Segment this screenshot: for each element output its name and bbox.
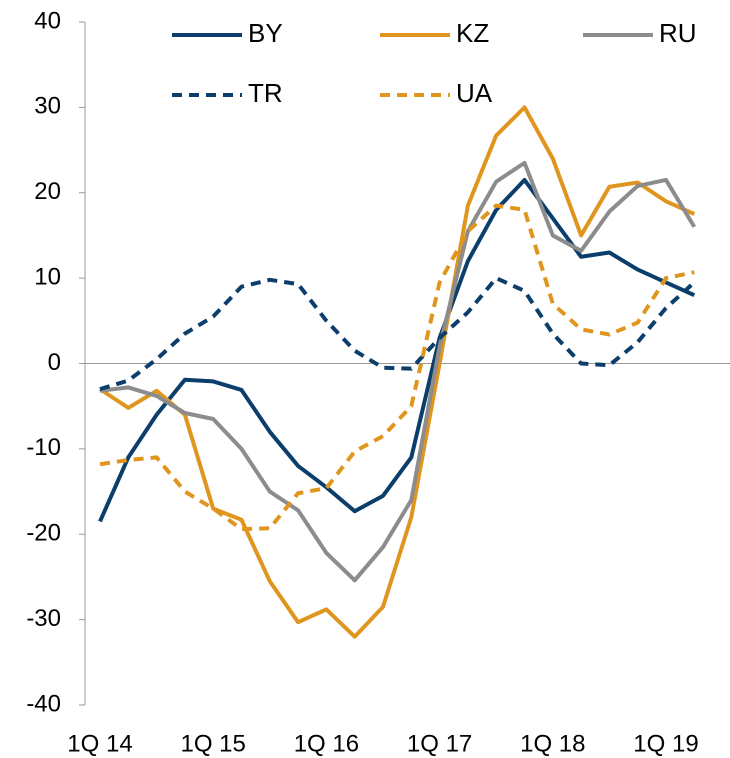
x-tick-label: 1Q 14 — [67, 730, 132, 757]
legend-label: KZ — [456, 18, 489, 48]
y-tick-label: -10 — [26, 434, 61, 461]
y-tick-label: -30 — [26, 605, 61, 632]
series-line — [99, 160, 697, 583]
legend-label: BY — [248, 18, 283, 48]
x-tick-label: 1Q 15 — [181, 730, 246, 757]
legend-label: TR — [248, 78, 283, 108]
y-tick-label: 40 — [34, 7, 61, 34]
y-tick-label: 10 — [34, 263, 61, 290]
y-tick-label: -20 — [26, 520, 61, 547]
y-tick-label: 30 — [34, 93, 61, 120]
y-tick-label: 20 — [34, 178, 61, 205]
series-line — [98, 105, 696, 639]
x-tick-label: 1Q 16 — [294, 730, 359, 757]
x-tick-label: 1Q 19 — [633, 730, 698, 757]
y-tick-label: -40 — [26, 690, 61, 717]
series-line — [98, 177, 696, 523]
y-tick-label: 0 — [48, 349, 61, 376]
series-line — [99, 276, 696, 392]
legend-label: RU — [659, 18, 697, 48]
legend-label: UA — [456, 78, 493, 108]
x-tick-label: 1Q 18 — [520, 730, 585, 757]
x-tick-label: 1Q 17 — [407, 730, 472, 757]
